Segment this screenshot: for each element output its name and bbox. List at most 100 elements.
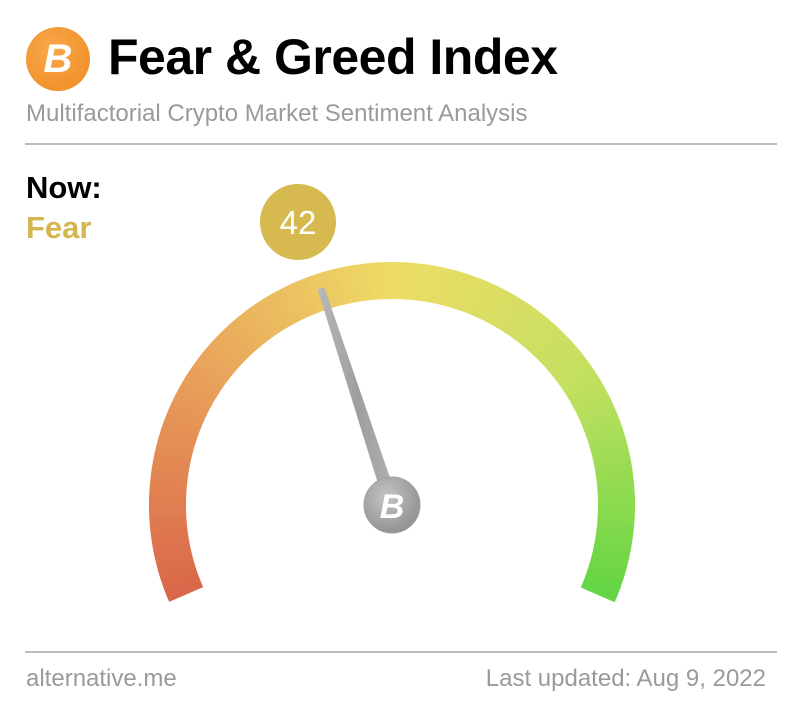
gauge-arc-segment xyxy=(149,475,188,488)
gauge-arc-segment xyxy=(152,541,191,557)
gauge-arc-segment xyxy=(412,263,425,301)
gauge-arc-segment xyxy=(173,392,210,416)
gauge-arc-segment xyxy=(188,364,224,393)
gauge-arc-segment xyxy=(543,340,577,371)
gauge-arc-segment xyxy=(328,268,346,307)
gauge-arc-segment xyxy=(392,262,401,300)
bitcoin-icon: B xyxy=(380,488,405,526)
gauge-arc-segment xyxy=(236,312,266,347)
gauge-arc-segment xyxy=(224,323,256,356)
gauge-arc-segment xyxy=(158,429,197,448)
gauge-arc-segment xyxy=(512,308,542,343)
gauge-arc-segment xyxy=(589,554,628,573)
page-subtitle: Multifactorial Crypto Market Sentiment A… xyxy=(26,100,528,127)
gauge-arc-segment xyxy=(577,399,615,423)
value-label: 42 xyxy=(280,204,317,241)
gauge-arc-segment xyxy=(149,507,187,517)
gauge-arc-segment xyxy=(594,534,633,549)
gauge-arc-segment xyxy=(150,468,189,481)
gauge-arc-segment xyxy=(158,561,196,580)
gauge-arc-segment xyxy=(574,392,612,417)
gauge-arc-segment xyxy=(149,521,188,533)
gauge-arc-segment xyxy=(176,385,213,410)
gauge-arc-segment xyxy=(398,262,409,300)
gauge-arc-segment xyxy=(367,262,379,301)
gauge-arc-segment xyxy=(148,499,187,509)
gauge-arc-segment xyxy=(523,318,554,352)
source-link[interactable]: alternative.me xyxy=(26,665,177,692)
gauge-arc-segment xyxy=(208,339,241,371)
gauge-arc-segment xyxy=(230,317,261,351)
gauge-arc-segment xyxy=(156,436,195,455)
gauge-arc-segment xyxy=(151,534,190,549)
gauge-arc-segment xyxy=(344,265,359,304)
gauge-needle xyxy=(317,287,399,508)
gauge-arc-segment xyxy=(567,378,604,404)
gauge-arc-segment xyxy=(547,346,582,376)
gauge-arc-segment xyxy=(375,262,386,300)
gauge-arc-segment xyxy=(154,548,193,564)
gauge-arc-segment xyxy=(597,492,635,502)
gauge-arc-segment xyxy=(597,507,635,517)
gauge-arc-segment xyxy=(320,270,339,309)
gauge-arc-segment xyxy=(445,270,464,309)
gauge-arc-segment xyxy=(432,266,449,305)
gauge-arc-segment xyxy=(595,468,634,482)
gauge-arc-segment xyxy=(593,452,631,468)
gauge-arc-segment xyxy=(198,352,232,381)
gauge-arc-segment xyxy=(242,308,272,343)
gauge-arc-segment xyxy=(595,528,634,541)
gauge-arc-segment xyxy=(596,521,635,533)
gauge-arc-segment xyxy=(169,399,207,422)
gauge-arc-segment xyxy=(583,414,621,435)
gauge-arc-segment xyxy=(160,567,199,587)
gauge-arc-segment xyxy=(255,299,283,335)
gauge-arc-segment xyxy=(262,294,289,331)
gauge-arc-segment xyxy=(156,554,194,572)
value-bubble xyxy=(260,184,336,260)
gauge-arc-segment xyxy=(458,275,479,313)
gauge-arc-segment xyxy=(336,266,352,305)
gauge-arc xyxy=(148,262,635,603)
gauge-arc-segment xyxy=(528,323,560,356)
gauge-arc-segment xyxy=(154,444,193,461)
gauge-arc-segment xyxy=(305,274,326,313)
gauge-arc-segment xyxy=(249,303,277,339)
page-title: Fear & Greed Index xyxy=(108,29,558,85)
gauge-arc-segment xyxy=(151,460,190,474)
gauge-arc-segment xyxy=(471,280,494,318)
gauge-arc-segment xyxy=(556,358,591,387)
gauge-arc-segment xyxy=(383,262,393,300)
gauge-arc-segment xyxy=(585,568,624,588)
bitcoin-logo-icon: B xyxy=(26,27,90,91)
last-updated: Last updated: Aug 9, 2022 xyxy=(485,665,766,692)
gauge-arc-segment xyxy=(283,283,307,321)
gauge-arc-segment xyxy=(583,574,621,595)
gauge-arc-segment xyxy=(218,328,251,361)
gauge-arc-segment xyxy=(588,561,626,580)
gauge-arc-segment xyxy=(452,272,472,311)
gauge-arc-segment xyxy=(533,328,566,361)
gauge-arc-segment xyxy=(580,406,618,429)
gauge-arc-segment xyxy=(564,371,600,399)
gauge-arc-segment xyxy=(184,371,220,398)
gauge-arc-segment xyxy=(560,365,596,393)
gauge-arc-segment xyxy=(166,406,204,429)
gauge-arc-segment xyxy=(419,264,433,302)
gauge-arc-segment xyxy=(483,287,508,324)
gauge-arc-segment xyxy=(594,460,633,475)
now-label: Now: xyxy=(26,170,102,205)
gauge-arc-segment xyxy=(591,548,630,565)
gauge-arc-segment xyxy=(589,437,628,455)
gauge-arc-segment xyxy=(597,500,635,509)
gauge-arc-segment xyxy=(489,291,515,328)
logo-glyph: B xyxy=(43,36,73,81)
gauge-arc-segment xyxy=(163,574,201,595)
gauge-arc-segment xyxy=(149,514,187,525)
gauge-arc-segment xyxy=(439,268,456,307)
gauge-arc-segment xyxy=(597,484,635,495)
gauge-arc-segment xyxy=(269,291,295,328)
gauge-arc-segment xyxy=(153,452,191,468)
gauge-arc-segment xyxy=(552,352,587,382)
gauge-arc-segment xyxy=(202,345,237,376)
